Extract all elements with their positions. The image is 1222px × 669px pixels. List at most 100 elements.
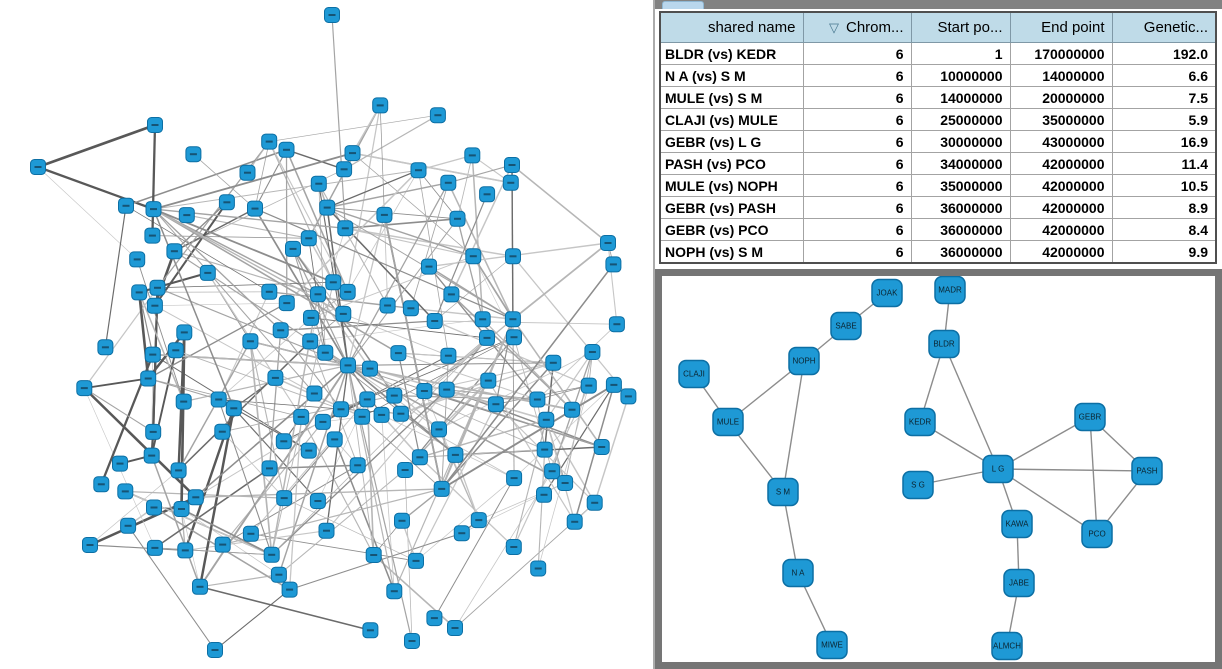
graph-edge[interactable] — [347, 365, 395, 592]
graph-edge[interactable] — [37, 123, 156, 169]
graph-edge[interactable] — [89, 470, 179, 546]
graph-edge[interactable] — [397, 352, 421, 458]
graph-edge[interactable] — [153, 208, 315, 394]
graph-edge[interactable] — [347, 218, 458, 366]
graph-edge[interactable] — [345, 227, 474, 257]
network-node-kawa[interactable]: KAWA — [1001, 509, 1033, 539]
graph-edge[interactable] — [154, 302, 287, 307]
table-cell[interactable]: PASH (vs) PCO — [659, 152, 804, 175]
graph-node[interactable] — [263, 546, 280, 563]
graph-edge[interactable] — [89, 544, 186, 551]
graph-node[interactable] — [146, 499, 162, 516]
graph-node[interactable] — [97, 339, 114, 356]
graph-node[interactable] — [185, 146, 202, 163]
graph-node[interactable] — [310, 286, 326, 303]
table-cell[interactable]: GEBR (vs) PASH — [659, 196, 804, 219]
graph-node[interactable] — [326, 431, 343, 448]
graph-node[interactable] — [261, 283, 278, 300]
graph-edge[interactable] — [136, 259, 185, 402]
graph-node[interactable] — [608, 316, 625, 333]
graph-edge[interactable] — [383, 214, 443, 490]
graph-edge[interactable] — [250, 340, 349, 367]
graph-node[interactable] — [426, 313, 443, 329]
graph-edge[interactable] — [221, 431, 285, 499]
graph-node[interactable] — [586, 494, 603, 511]
network-node-joak[interactable]: JOAK — [871, 278, 903, 308]
graph-edge[interactable] — [153, 169, 419, 210]
graph-node[interactable] — [438, 381, 455, 398]
network-node-n-a[interactable]: N A — [782, 558, 814, 588]
graph-node[interactable] — [218, 194, 235, 211]
table-cell[interactable]: 10.5 — [1111, 174, 1217, 197]
graph-node[interactable] — [502, 174, 519, 191]
graph-node[interactable] — [300, 230, 317, 247]
graph-node[interactable] — [30, 159, 46, 175]
graph-node[interactable] — [303, 309, 319, 326]
network-edge-bldr-l-g[interactable] — [943, 343, 999, 470]
graph-node[interactable] — [390, 345, 407, 362]
graph-node[interactable] — [117, 483, 134, 500]
graph-edge[interactable] — [448, 164, 513, 184]
graph-node[interactable] — [336, 161, 353, 178]
table-cell[interactable]: 36000000 — [910, 240, 1011, 264]
graph-edge[interactable] — [441, 384, 615, 490]
graph-edge[interactable] — [482, 318, 573, 411]
graph-node[interactable] — [302, 333, 319, 350]
graph-node[interactable] — [354, 408, 371, 425]
graph-node[interactable] — [214, 536, 231, 553]
graph-node[interactable] — [449, 210, 466, 227]
graph-edge[interactable] — [361, 336, 515, 418]
table-row[interactable]: GEBR (vs) L G 6 30000000 43000000 16.9 — [659, 130, 1217, 153]
graph-edge[interactable] — [410, 182, 449, 309]
graph-edge[interactable] — [434, 256, 514, 322]
column-header-start-po[interactable]: Start po... — [910, 11, 1011, 43]
graph-edge[interactable] — [199, 574, 279, 588]
table-cell[interactable]: NOPH (vs) S M — [659, 240, 804, 264]
table-cell[interactable]: 43000000 — [1009, 130, 1113, 153]
graph-edge[interactable] — [511, 164, 609, 244]
table-cell[interactable]: 8.9 — [1111, 196, 1217, 219]
graph-node[interactable] — [372, 97, 389, 114]
graph-edge[interactable] — [333, 439, 396, 592]
graph-node[interactable] — [261, 460, 278, 477]
table-cell[interactable]: 36000000 — [910, 218, 1011, 241]
table-row[interactable]: GEBR (vs) PASH 6 36000000 42000000 8.9 — [659, 196, 1217, 219]
graph-edge[interactable] — [438, 351, 593, 430]
graph-edge[interactable] — [361, 416, 443, 490]
graph-node[interactable] — [112, 455, 128, 472]
graph-node[interactable] — [318, 522, 335, 539]
network-edge-noph-s-m[interactable] — [782, 360, 805, 493]
graph-node[interactable] — [247, 200, 263, 217]
graph-node[interactable] — [140, 370, 157, 387]
graph-node[interactable] — [239, 164, 256, 181]
network-edge-gebr-pco[interactable] — [1089, 416, 1098, 535]
graph-edge[interactable] — [400, 362, 554, 415]
graph-edge[interactable] — [419, 456, 515, 548]
column-header-chrom[interactable]: ▽ Chrom... — [802, 11, 912, 43]
graph-edge[interactable] — [152, 235, 309, 239]
graph-node[interactable] — [324, 7, 340, 23]
table-cell[interactable]: 35000000 — [910, 174, 1011, 197]
graph-edge[interactable] — [457, 155, 473, 219]
graph-edge[interactable] — [513, 384, 615, 479]
table-cell[interactable]: N A (vs) S M — [659, 64, 804, 87]
graph-node[interactable] — [339, 283, 356, 300]
graph-edge[interactable] — [174, 207, 256, 252]
graph-edge[interactable] — [564, 351, 593, 484]
graph-node[interactable] — [167, 342, 184, 359]
graph-edge[interactable] — [545, 351, 593, 421]
table-cell[interactable]: 14000000 — [1009, 64, 1113, 87]
graph-node[interactable] — [421, 258, 437, 275]
table-row[interactable]: MULE (vs) NOPH 6 35000000 42000000 10.5 — [659, 174, 1217, 197]
graph-edge[interactable] — [285, 149, 349, 293]
graph-node[interactable] — [261, 133, 278, 150]
table-cell[interactable]: 42000000 — [1009, 196, 1113, 219]
graph-node[interactable] — [433, 480, 450, 497]
graph-edge[interactable] — [254, 208, 514, 320]
overview-network-canvas[interactable] — [0, 0, 653, 669]
graph-node[interactable] — [146, 297, 163, 314]
graph-edge[interactable] — [428, 265, 514, 320]
table-cell[interactable]: CLAJI (vs) MULE — [659, 108, 804, 131]
graph-node[interactable] — [545, 354, 562, 371]
graph-edge[interactable] — [347, 364, 566, 484]
